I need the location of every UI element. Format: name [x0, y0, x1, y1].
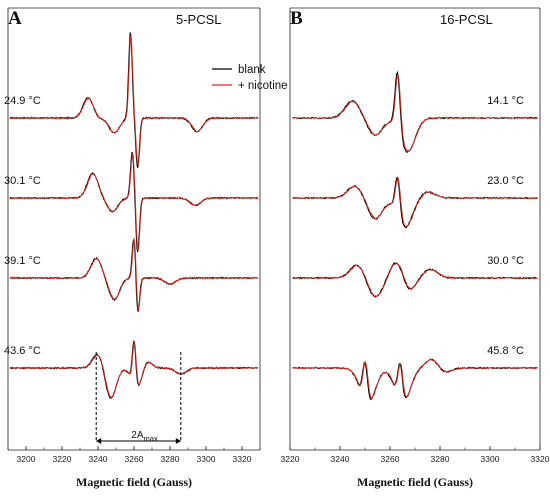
x-tick-label: 3320: [531, 454, 550, 464]
panel-b-temperature-labels: 14.1 °C 23.0 °C 30.0 °C 45.8 °C: [487, 95, 524, 357]
spectrum-nicotine-line: [9, 341, 259, 399]
legend: blank + nicotine: [212, 64, 288, 92]
x-tick-label: 3200: [17, 454, 36, 464]
amax-label: 2Amax: [131, 430, 158, 443]
spectrum-blank-line: [292, 358, 538, 400]
temperature-label: 23.0 °C: [487, 175, 524, 187]
two-a-max-annotation: 2Amax: [95, 352, 182, 444]
temperature-label: 24.9 °C: [4, 95, 41, 107]
x-tick-label: 3220: [281, 454, 300, 464]
spectrum-blank-line: [9, 237, 259, 313]
panel-b-xlabel: Magnetic field (Gauss): [357, 475, 473, 489]
spectrum-nicotine-line: [292, 358, 538, 399]
temperature-label: 43.6 °C: [4, 345, 41, 357]
temperature-label: 14.1 °C: [487, 95, 524, 107]
amax-arrowhead-right: [175, 438, 181, 444]
x-tick-label: 3300: [197, 454, 216, 464]
panel-a-letter: A: [8, 8, 22, 29]
spectrum-blank-line: [292, 262, 538, 298]
x-tick-label: 3300: [481, 454, 500, 464]
panel-a: A 5-PCSL 3200 3220 3240 3260 3280 3300 3320 Ma…: [4, 7, 288, 489]
panel-a-ticks: 3200 3220 3240 3260 3280 3300 3320: [7, 446, 261, 464]
x-tick-label: 3280: [161, 454, 180, 464]
temperature-label: 45.8 °C: [487, 345, 524, 357]
legend-nicotine-label: + nicotine: [238, 80, 288, 92]
spectrum-nicotine-line: [292, 74, 538, 152]
spectrum-nicotine-line: [9, 238, 259, 311]
x-tick-label: 3240: [331, 454, 350, 464]
panel-a-temperature-labels: 24.9 °C 30.1 °C 39.1 °C 43.6 °C: [4, 95, 41, 357]
temperature-label: 30.1 °C: [4, 175, 41, 187]
temperature-label: 39.1 °C: [4, 255, 41, 267]
x-tick-label: 3240: [89, 454, 108, 464]
panel-a-xlabel: Magnetic field (Gauss): [76, 475, 192, 489]
spectrum-nicotine-line: [9, 153, 259, 251]
x-tick-label: 3260: [381, 454, 400, 464]
x-tick-label: 3320: [233, 454, 252, 464]
spectrum-nicotine-line: [292, 177, 538, 227]
temperature-label: 30.0 °C: [487, 255, 524, 267]
spectrum-nicotine-line: [9, 35, 259, 167]
panel-a-spectra: [9, 31, 259, 400]
panel-a-title: 5-PCSL: [176, 12, 222, 27]
panel-b-spectra: [292, 70, 538, 400]
x-tick-label: 3280: [431, 454, 450, 464]
spectrum-blank-line: [9, 339, 258, 400]
amax-arrowhead-left: [96, 438, 102, 444]
x-tick-label: 3220: [53, 454, 72, 464]
panel-b-ticks: 3220 3240 3260 3280 3300 3320: [281, 446, 550, 464]
panel-b-letter: B: [290, 8, 303, 29]
panel-b-title: 16-PCSL: [440, 12, 493, 27]
x-tick-label: 3260: [125, 454, 144, 464]
legend-blank-label: blank: [238, 64, 266, 76]
panel-b: B 16-PCSL 3220 3240 3260 3280 3300 3320 Magne…: [281, 7, 550, 489]
spectrum-nicotine-line: [292, 262, 538, 298]
